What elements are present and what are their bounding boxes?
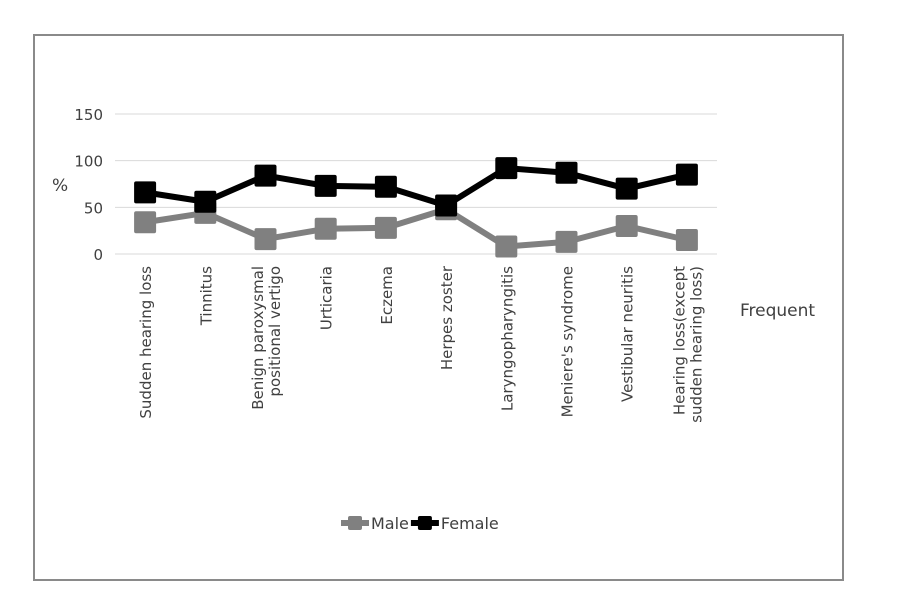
x-category-line: Tinnitus: [197, 266, 215, 326]
data-point-male: [314, 217, 337, 240]
x-category-label: Sudden hearing loss: [137, 266, 155, 419]
x-category-label: Benign paroxysmal positional vertigo: [249, 266, 284, 410]
x-category-label: Hearing loss(except sudden hearing loss): [670, 266, 705, 423]
x-category-label: Vestibular neuritis: [619, 266, 637, 402]
data-point-male: [254, 228, 277, 251]
x-category-label: Herpes zoster: [438, 265, 456, 370]
x-category-label: Tinnitus: [197, 266, 215, 326]
x-category-line: Laryngopharyngitis: [498, 266, 516, 411]
legend-item-male: Male: [341, 514, 409, 533]
series-male: [134, 198, 698, 258]
legend-marker: [348, 516, 362, 530]
x-axis-categories: Sudden hearing loss Tinnitus Benign paroxy…: [137, 265, 705, 423]
x-category-line: sudden hearing loss): [687, 266, 705, 423]
x-category-line: positional vertigo: [266, 266, 284, 397]
x-category-line: Meniere's syndrome: [559, 266, 577, 417]
x-category-line: Sudden hearing loss: [137, 266, 155, 419]
data-point-female: [615, 177, 638, 200]
x-category-line: Hearing loss(except: [670, 266, 688, 415]
y-axis-label: %: [52, 176, 68, 196]
data-point-female: [435, 194, 458, 217]
data-point-male: [615, 215, 638, 237]
data-point-female: [134, 181, 157, 204]
y-axis-ticks: 0 50 100 150: [74, 106, 103, 264]
series-line-female: [144, 165, 688, 209]
series-female: [134, 157, 698, 217]
data-point-male: [495, 235, 518, 258]
data-point-male: [134, 211, 157, 234]
y-tick-label: 0: [93, 246, 103, 264]
x-category-line: Benign paroxysmal: [249, 266, 267, 410]
x-category-label: Eczema: [378, 266, 396, 325]
x-category-label: Urticaria: [318, 266, 336, 330]
data-point-female: [495, 157, 518, 180]
data-point-female: [314, 174, 337, 197]
legend-marker: [417, 516, 432, 530]
x-category-line: Herpes zoster: [438, 265, 456, 370]
x-category-line: Urticaria: [318, 266, 336, 330]
data-point-male: [675, 229, 698, 251]
data-point-female: [254, 164, 277, 187]
data-point-female: [555, 161, 578, 184]
y-tick-label: 100: [74, 153, 103, 171]
legend: Male Female: [341, 514, 499, 533]
y-tick-label: 50: [84, 199, 103, 217]
data-point-male: [555, 230, 578, 253]
x-category-label: Meniere's syndrome: [559, 266, 577, 417]
x-category-line: Eczema: [378, 266, 396, 325]
x-category-line: Vestibular neuritis: [619, 266, 637, 402]
data-point-female: [675, 163, 698, 186]
legend-label: Male: [371, 514, 409, 533]
legend-item-female: Female: [410, 514, 499, 533]
x-category-label: Laryngopharyngitis: [498, 266, 516, 411]
data-point-male: [374, 216, 397, 239]
y-tick-label: 150: [74, 106, 103, 124]
x-axis-label: Frequent: [740, 301, 815, 321]
data-point-female: [194, 190, 217, 213]
data-point-female: [374, 175, 397, 198]
series-group: [134, 157, 698, 258]
series-line-male: [144, 206, 688, 250]
legend-label: Female: [441, 514, 499, 533]
chart-frame: [33, 34, 844, 581]
